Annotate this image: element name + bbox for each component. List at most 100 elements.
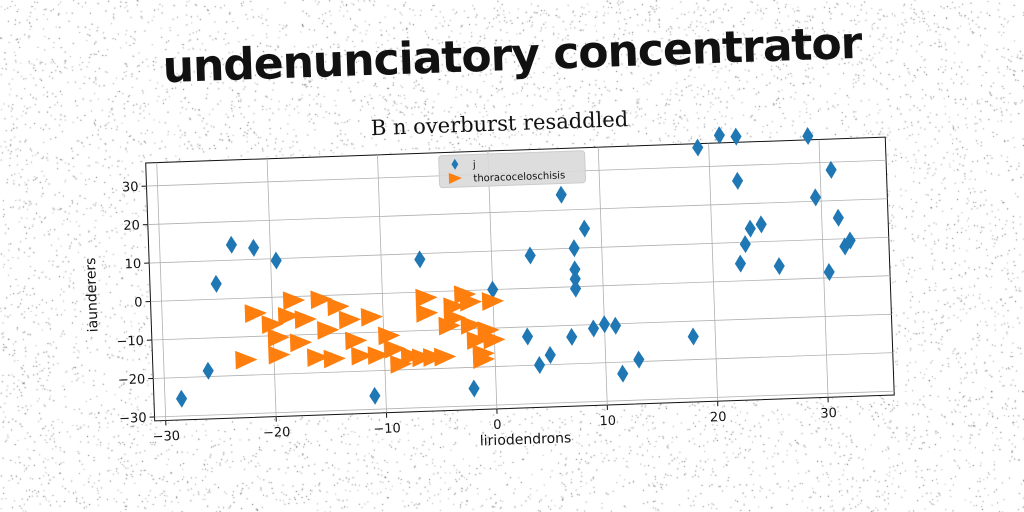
series-2-point [415,288,438,308]
x-tick-label: 10 [599,414,616,430]
series-1-point [802,127,814,146]
series-1-point [734,254,747,273]
series-1-point [713,126,725,145]
legend-box [438,150,587,189]
series-2-point [277,306,301,326]
series-2-point [317,321,340,340]
plot-area [145,136,895,422]
series-1-point [687,327,699,346]
series-1-point [414,250,426,269]
series-1-point [578,219,591,238]
series-2-point [415,304,439,323]
series-2-point [294,310,317,329]
series-2-point [433,347,457,367]
y-tick-label: 0 [134,295,143,310]
y-tick-label: −10 [116,334,144,350]
series-2-point [438,316,461,336]
series-1-point [175,389,188,408]
series-1-point [555,185,567,204]
series-1-point [832,208,844,227]
series-1-point [468,379,480,398]
y-tick-label: 20 [123,218,140,234]
series-1-point [730,127,742,146]
series-2-point [390,355,413,374]
series-1-point [569,279,582,298]
series-1-point [270,251,282,270]
axis-ticks: −30 −20 −10 0 10 20 30 −30 −20 −10 0 10 20 30 [116,180,837,445]
series-1-point [609,316,622,335]
legend-marker-2 [448,172,462,184]
series-1-point [692,138,704,157]
y-axis-label: iaunderers [83,257,102,332]
series-2-point [235,350,258,370]
data-marks [175,126,856,408]
series-2-point [378,326,401,346]
series-1-point [202,361,214,380]
series-2-point [477,321,500,340]
y-tick-label: 10 [124,257,141,273]
x-tick-label: 0 [493,418,502,433]
legend-label-2: thoracoceloschisis [473,170,565,184]
series-1-point [773,257,785,276]
series-2-point [483,330,506,350]
legend-marker-1 [451,158,459,170]
series-1-point [568,239,580,258]
series-2-point [327,297,350,317]
series-1-point [587,319,600,338]
series-1-point [731,171,744,190]
series-1-point [544,346,556,364]
x-gridline [818,139,829,398]
series-2-point [400,347,424,366]
series-2-point [481,292,505,311]
y-tick-label: −20 [118,372,146,388]
series-1-point [739,235,751,254]
series-2-point [459,292,483,312]
series-2-point [338,310,362,330]
series-1-point [633,350,645,369]
series-1-point [566,327,578,346]
series-2-point [472,344,495,364]
series-1-point [524,246,536,265]
series-2-point [351,346,374,366]
series-1-point [225,235,238,254]
series-2-point [289,333,313,353]
series-1-point [210,274,222,293]
series-2-point [422,348,446,367]
y-tick-label: −30 [119,411,147,427]
series-2-point [267,328,290,348]
x-gridline [377,154,387,413]
series-1-point [521,327,534,346]
x-gridline [266,158,277,417]
series-1-point [487,280,499,299]
series-2-point [466,331,489,350]
series-1-point [744,219,756,238]
x-tick-label: −30 [152,429,180,445]
series-1-point [823,263,835,282]
series-2-point [367,346,390,365]
series-1-point [598,315,611,334]
series-1-point [369,386,381,405]
x-axis-label: liriodendrons [480,430,572,449]
series-1-point [569,270,581,288]
series-1-point [825,160,837,179]
series-2-point [306,348,330,368]
grid [146,139,895,421]
series-2-point [443,297,466,317]
x-gridline [156,162,167,421]
series-2-point [383,339,407,359]
x-gridline [708,143,719,402]
series-2-point [282,291,306,311]
x-tick-label: 20 [710,410,727,426]
series-1-point [569,260,581,279]
series-1-point [533,356,546,375]
series-2-point [323,349,346,369]
x-tick-label: −20 [263,425,291,441]
series-1-point [844,231,856,250]
x-gridline [487,151,498,409]
series-2-point [261,315,284,334]
series-2-point [443,308,467,328]
y-gridline [153,352,893,379]
series-2-point [411,348,435,368]
